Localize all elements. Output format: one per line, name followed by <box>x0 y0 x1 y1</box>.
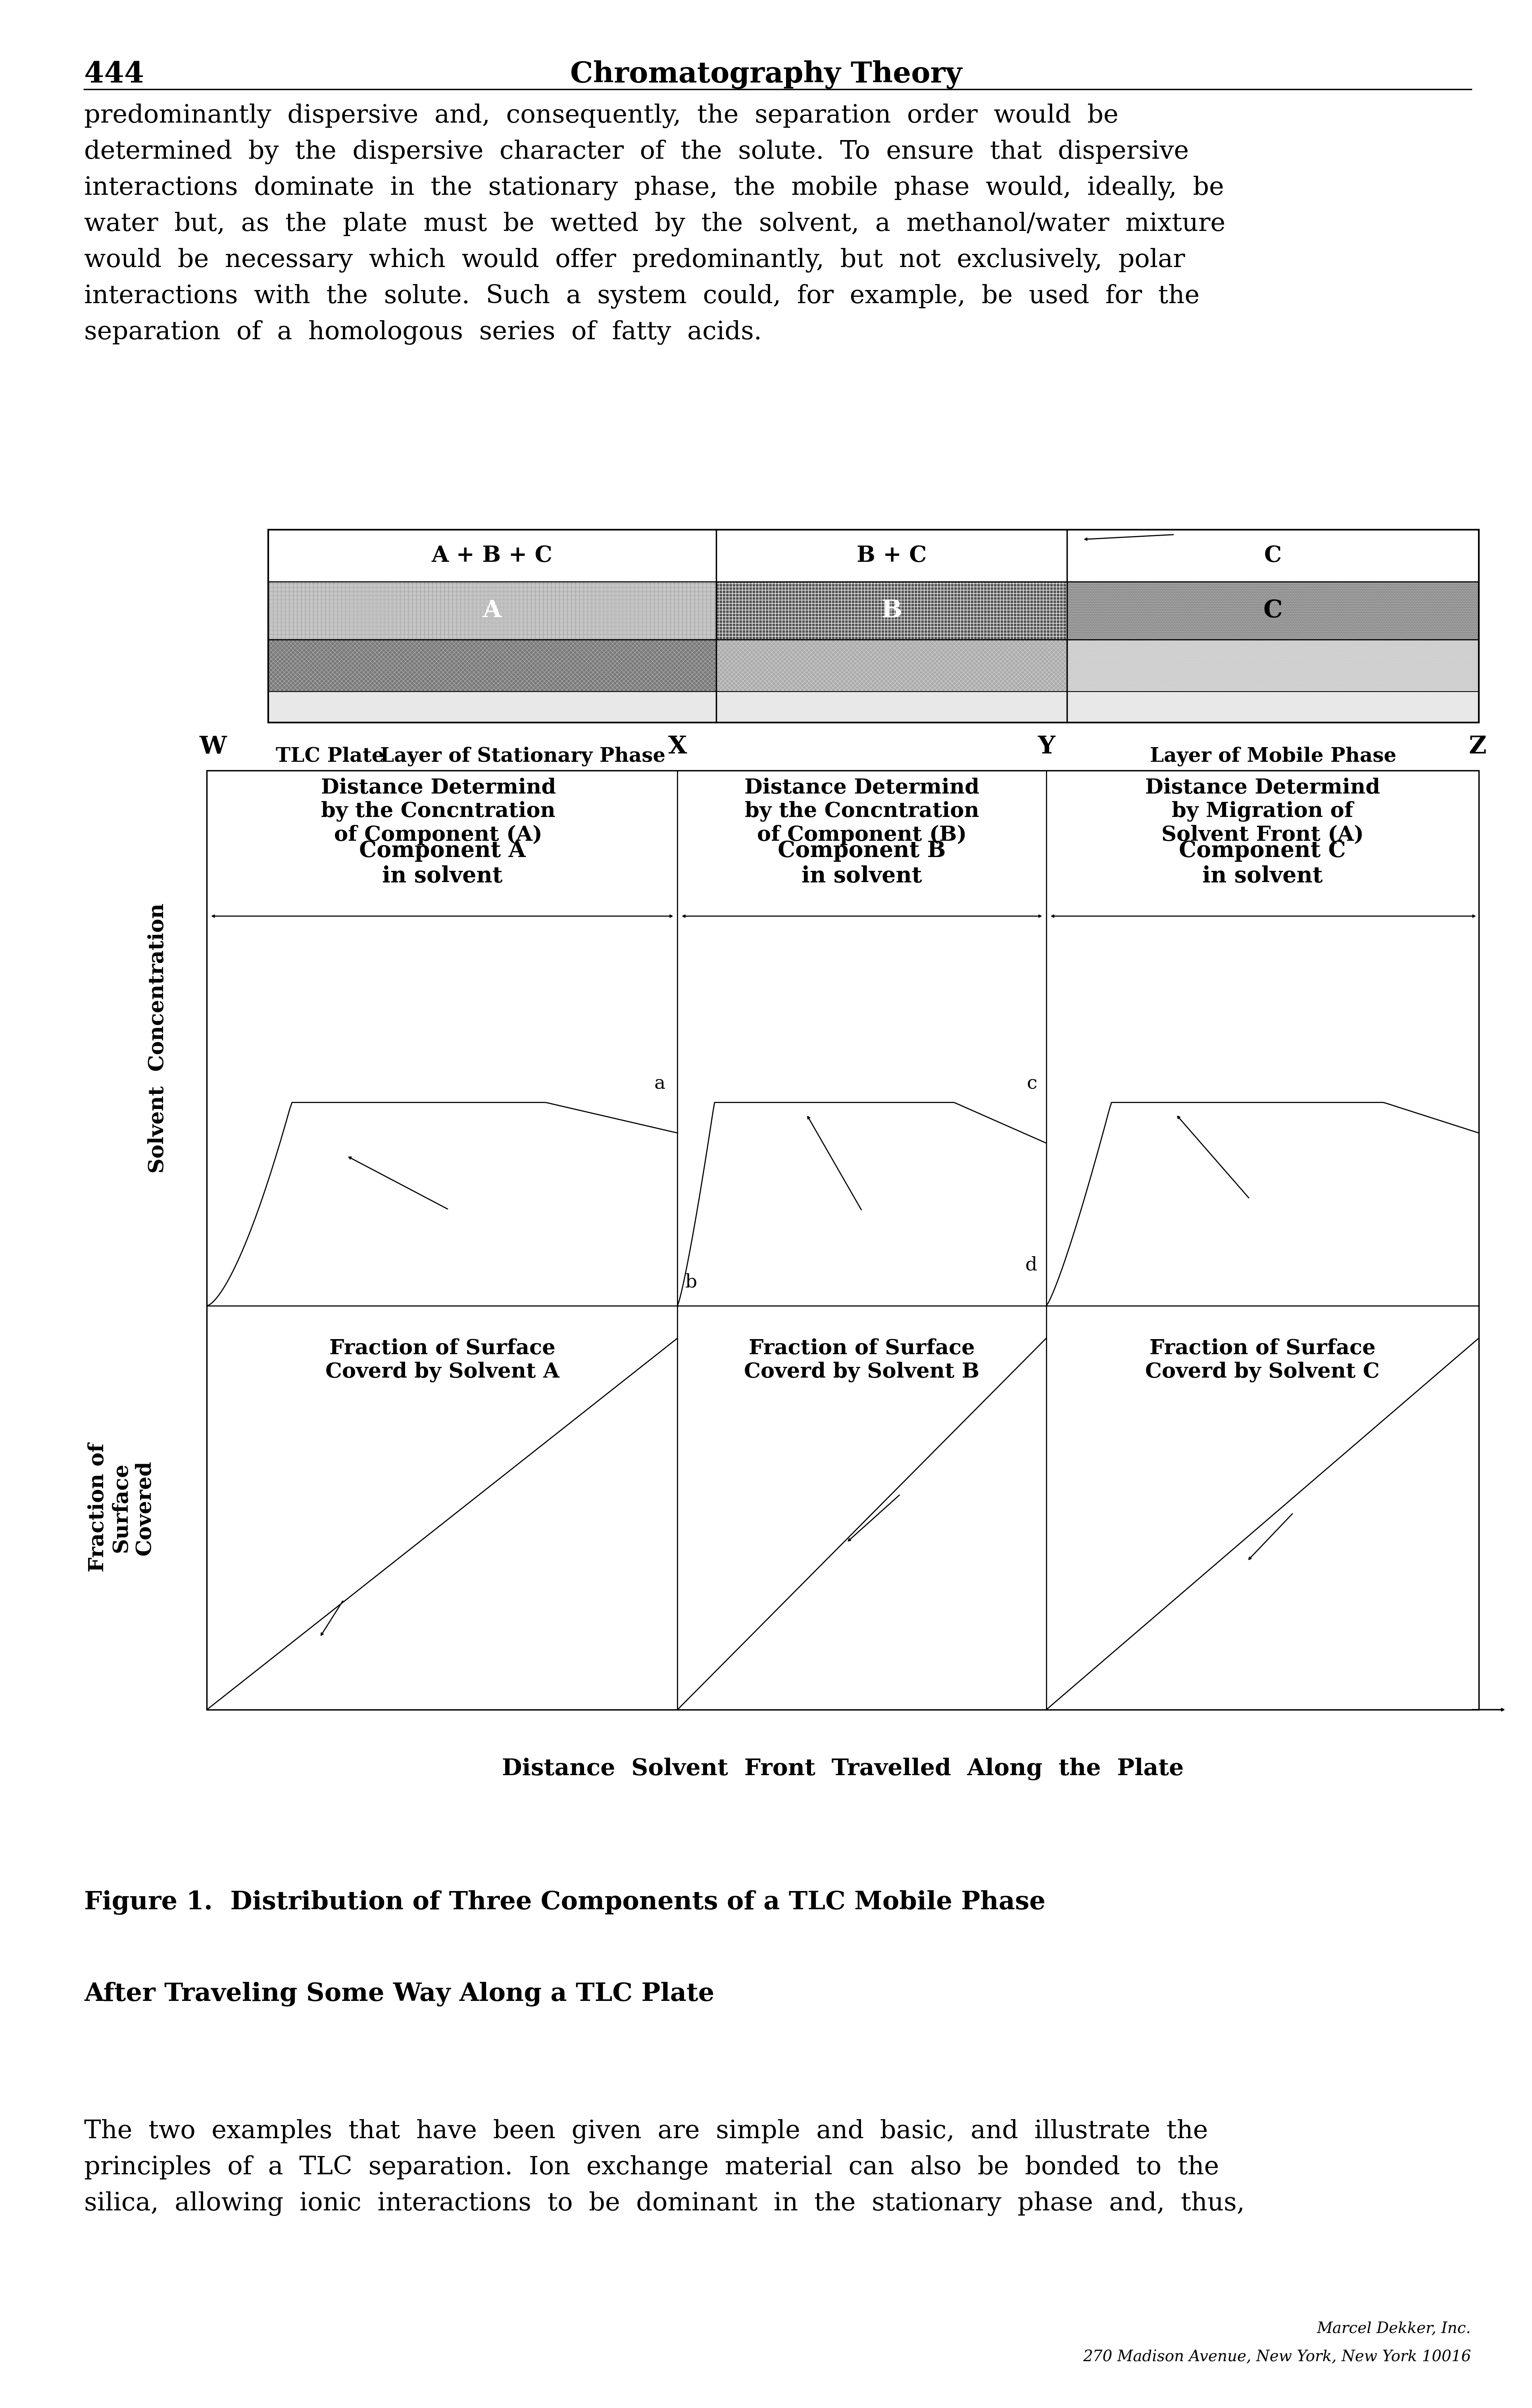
Text: A: A <box>483 600 501 624</box>
Text: Fraction of Surface
Coverd by Solvent C: Fraction of Surface Coverd by Solvent C <box>1144 1339 1379 1382</box>
Bar <box>268 641 715 691</box>
Text: d: d <box>1025 1257 1037 1274</box>
Bar <box>715 583 1066 641</box>
Text: Z: Z <box>1468 734 1486 759</box>
Text: Figure 1.  Distribution of Three Components of a TLC Mobile Phase: Figure 1. Distribution of Three Componen… <box>84 1890 1045 1914</box>
Text: c: c <box>1026 1074 1037 1093</box>
Text: Distance  Solvent  Front  Travelled  Along  the  Plate: Distance Solvent Front Travelled Along t… <box>502 1758 1183 1780</box>
Bar <box>1066 641 1478 691</box>
Text: Chromatography Theory: Chromatography Theory <box>570 60 962 89</box>
Text: Fraction of
Surface
Covered: Fraction of Surface Covered <box>87 1442 155 1572</box>
Text: Marcel Dekker, Inc.: Marcel Dekker, Inc. <box>1316 2321 1471 2336</box>
Text: a: a <box>654 1074 665 1093</box>
Text: Layer of Mobile Phase: Layer of Mobile Phase <box>1149 746 1396 766</box>
Text: 444: 444 <box>84 60 144 89</box>
Bar <box>1066 583 1478 641</box>
Text: Component A
in solvent: Component A in solvent <box>358 840 525 886</box>
Text: B: B <box>881 600 902 624</box>
Bar <box>268 530 1478 722</box>
Bar <box>268 530 1478 722</box>
Text: Fraction of Surface
Coverd by Solvent B: Fraction of Surface Coverd by Solvent B <box>745 1339 979 1382</box>
Text: X: X <box>668 734 686 759</box>
Text: 270 Madison Avenue, New York, New York 10016: 270 Madison Avenue, New York, New York 1… <box>1083 2350 1471 2365</box>
Text: predominantly  dispersive  and,  consequently,  the  separation  order  would  b: predominantly dispersive and, consequent… <box>84 104 1226 344</box>
Bar <box>715 583 1066 641</box>
Text: C: C <box>1262 600 1282 624</box>
Text: A + B + C: A + B + C <box>432 544 553 566</box>
Bar <box>1066 641 1478 691</box>
Bar <box>715 641 1066 691</box>
Text: Component C
in solvent: Component C in solvent <box>1178 840 1345 886</box>
Text: C: C <box>1264 544 1281 566</box>
Text: B + C: B + C <box>856 544 927 566</box>
Text: b: b <box>685 1274 697 1291</box>
Bar <box>268 583 715 641</box>
Bar <box>715 641 1066 691</box>
Bar <box>1066 583 1478 641</box>
Text: Distance Determind
by the Concntration
of Component (A): Distance Determind by the Concntration o… <box>320 778 556 845</box>
Text: Solvent  Concentration: Solvent Concentration <box>147 903 169 1173</box>
Bar <box>268 583 715 641</box>
Text: The  two  examples  that  have  been  given  are  simple  and  basic,  and  illu: The two examples that have been given ar… <box>84 2119 1244 2215</box>
Text: TLC Plate: TLC Plate <box>276 746 385 766</box>
Text: After Traveling Some Way Along a TLC Plate: After Traveling Some Way Along a TLC Pla… <box>84 1982 714 2006</box>
Text: Fraction of Surface
Coverd by Solvent A: Fraction of Surface Coverd by Solvent A <box>325 1339 559 1382</box>
Bar <box>268 530 1478 583</box>
Bar <box>207 771 1478 1710</box>
Text: Distance Determind
by the Concntration
of Component (B): Distance Determind by the Concntration o… <box>745 778 979 845</box>
Bar <box>268 691 1478 722</box>
Text: Component B
in solvent: Component B in solvent <box>778 840 945 886</box>
Text: Layer of Stationary Phase: Layer of Stationary Phase <box>380 746 665 766</box>
Text: W: W <box>199 734 227 759</box>
Bar <box>268 641 715 691</box>
Text: Distance Determind
by Migration of
Solvent Front (A): Distance Determind by Migration of Solve… <box>1144 778 1380 845</box>
Text: Y: Y <box>1037 734 1054 759</box>
